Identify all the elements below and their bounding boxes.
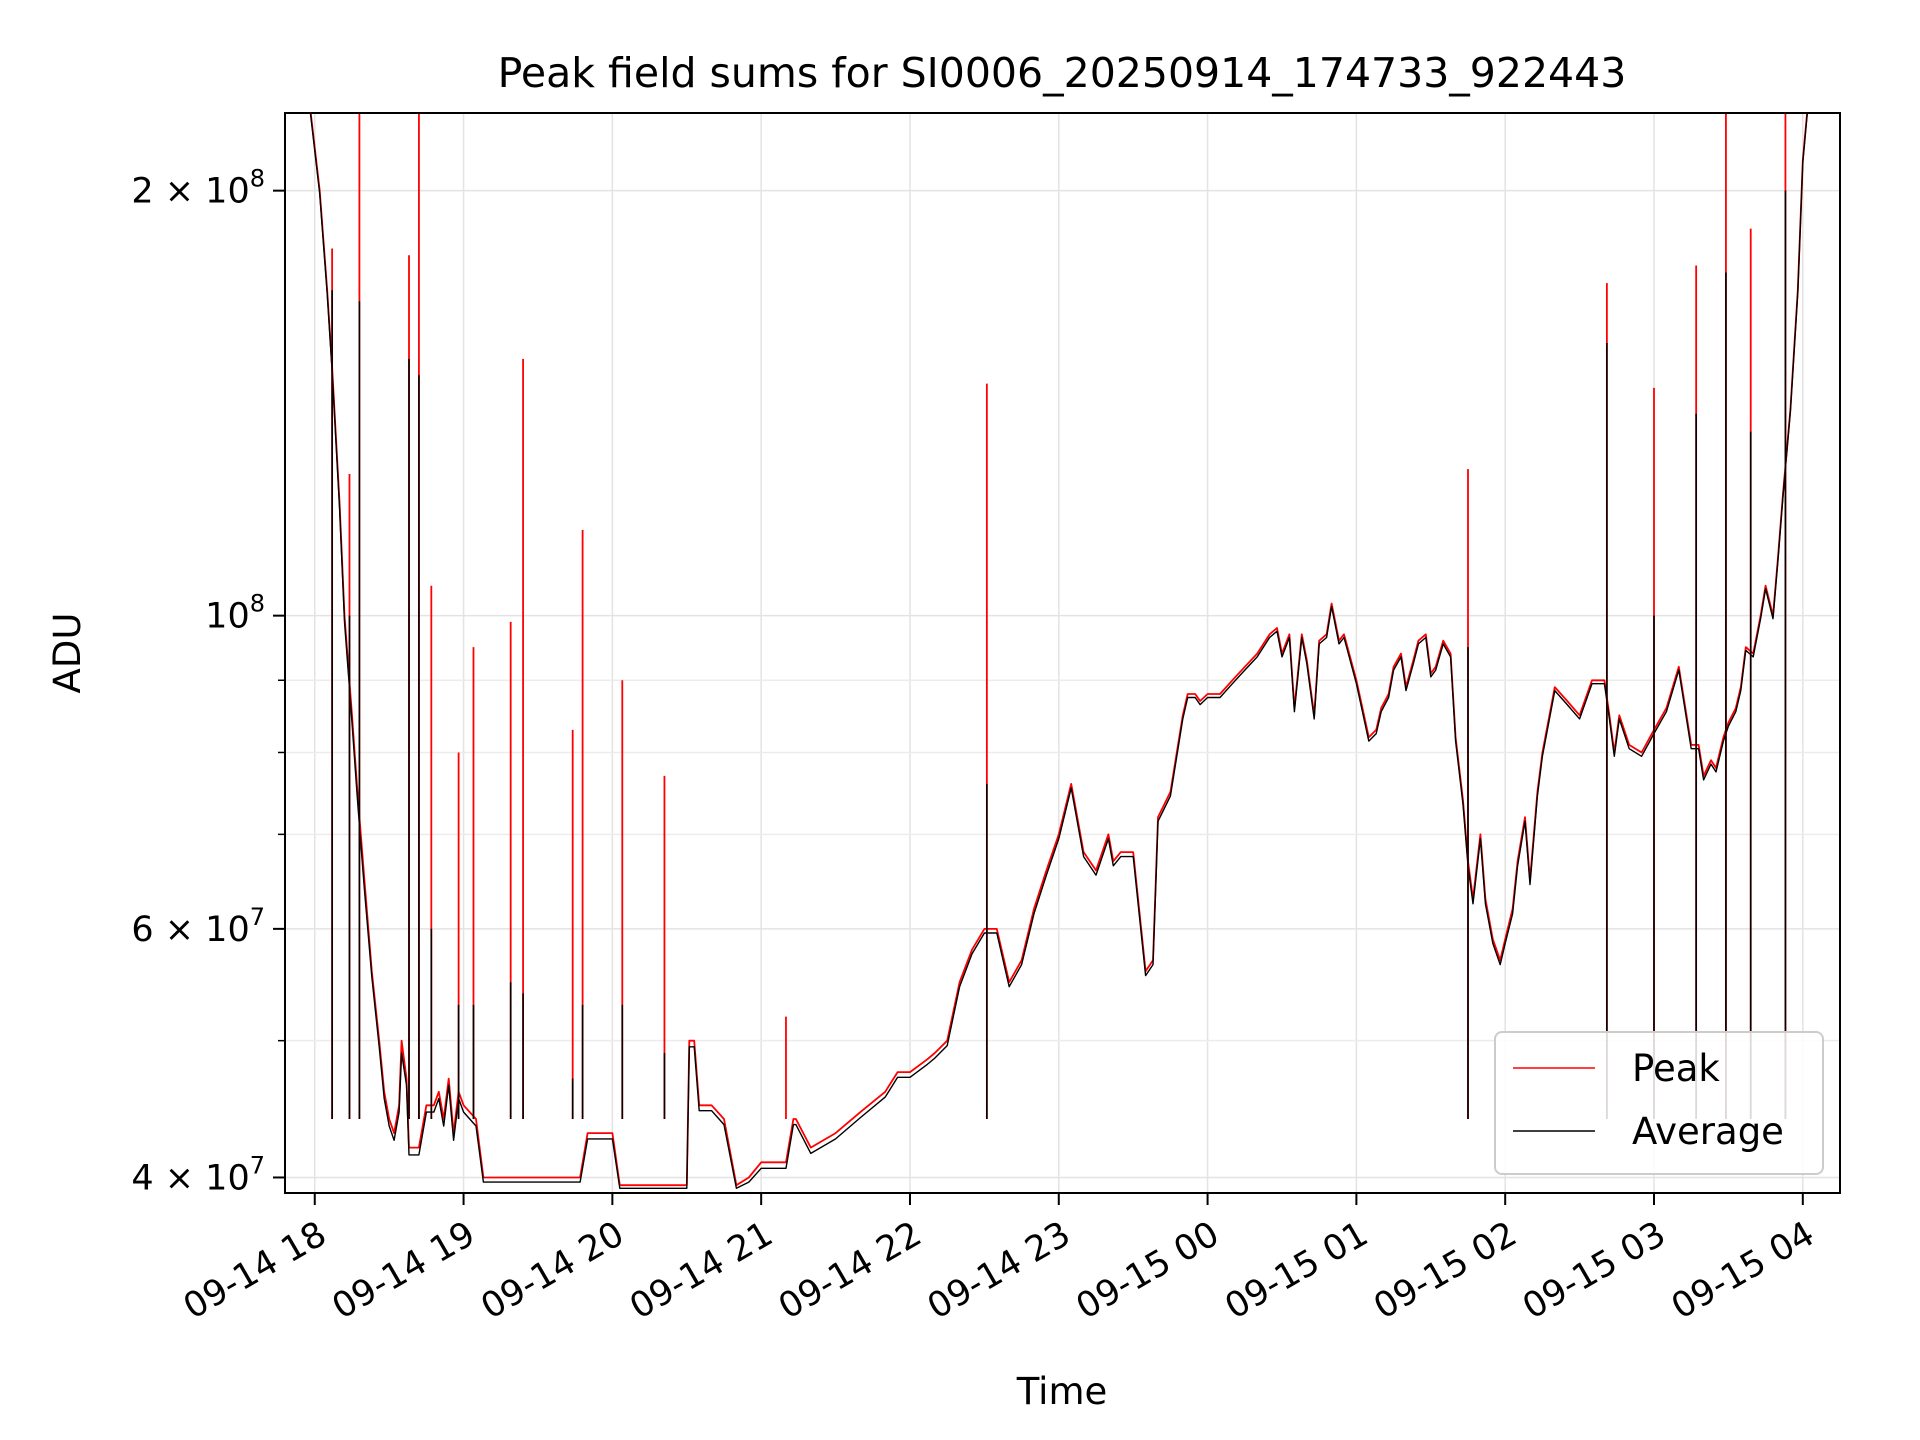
y-axis: 4 × 107 6 × 107 108 2 × 108 xyxy=(131,165,285,1198)
plot-frame xyxy=(284,112,1841,1194)
y-tick-label: 4 × 107 xyxy=(131,1151,265,1198)
grid xyxy=(285,113,1840,1193)
legend: Peak Average xyxy=(1494,1031,1824,1175)
y-axis-label: ADU xyxy=(46,613,89,694)
plot-area xyxy=(285,113,1840,1193)
series-line-peak xyxy=(309,113,1808,1187)
x-axis-label: Time xyxy=(1016,1370,1108,1413)
chart-title: Peak field sums for SI0006_20250914_1747… xyxy=(498,49,1627,97)
legend-label-average: Average xyxy=(1632,1110,1784,1153)
series-layer xyxy=(309,113,1809,1190)
y-tick-label: 6 × 107 xyxy=(131,903,265,950)
series-line-average xyxy=(309,113,1809,1190)
y-tick-label: 108 xyxy=(205,590,265,637)
legend-label-peak: Peak xyxy=(1632,1047,1720,1090)
y-tick-label: 2 × 108 xyxy=(131,165,265,212)
